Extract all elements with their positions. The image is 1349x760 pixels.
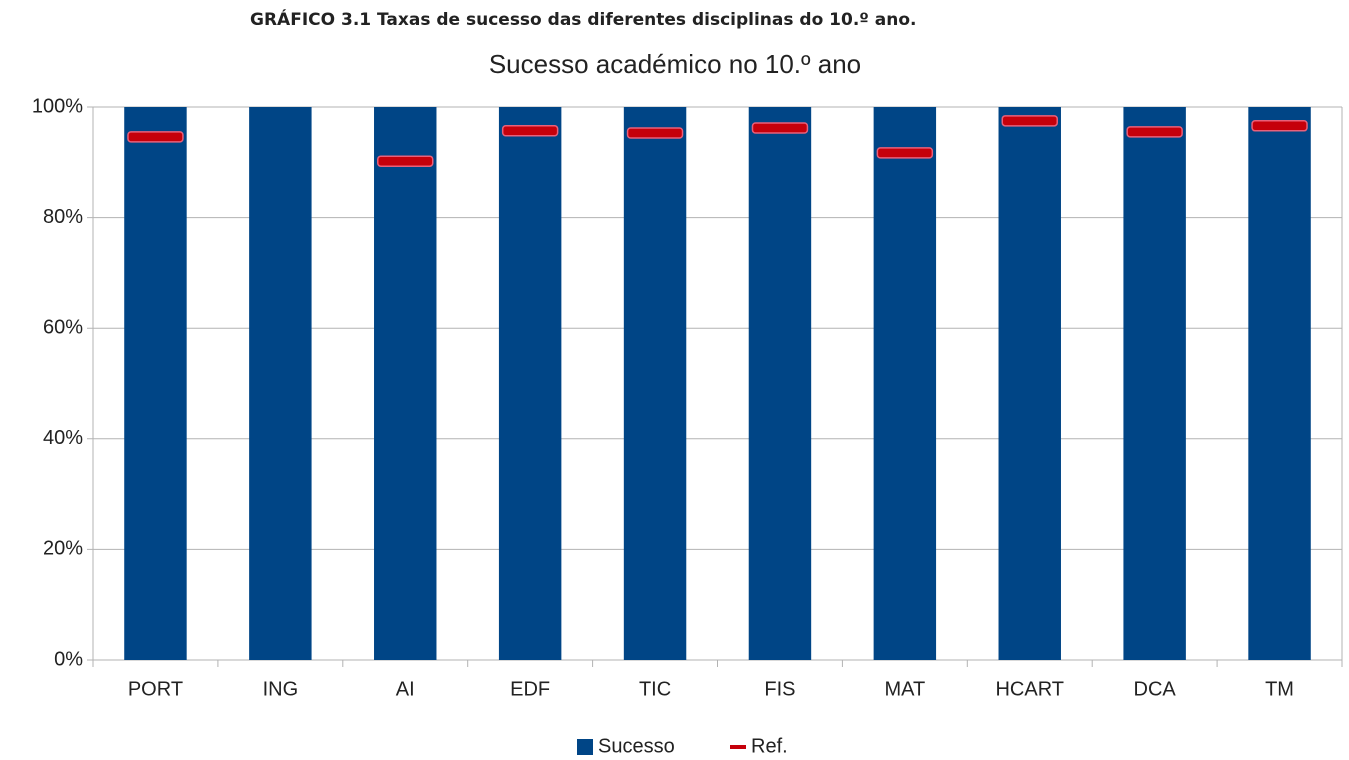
bar: [374, 107, 437, 660]
bar: [623, 107, 687, 660]
y-tick-label: 80%: [43, 206, 83, 228]
x-tick-label: ING: [263, 678, 299, 700]
x-tick-label: AI: [396, 678, 415, 700]
y-tick-label: 60%: [43, 316, 83, 338]
x-tick-label: PORT: [128, 678, 183, 700]
y-tick-label: 20%: [43, 538, 83, 560]
y-tick-label: 0%: [54, 648, 83, 670]
ref-marker: [1126, 126, 1183, 138]
ref-marker: [127, 131, 184, 143]
chart-title: Sucesso académico no 10.º ano: [489, 49, 861, 79]
bar: [1123, 107, 1186, 660]
legend-label: Sucesso: [598, 735, 675, 757]
ref-marker: [626, 127, 684, 139]
x-tick-label: DCA: [1134, 678, 1177, 700]
bar: [249, 107, 312, 660]
legend-swatch: [730, 745, 746, 749]
x-tick-label: TIC: [639, 678, 671, 700]
figure-caption: GRÁFICO 3.1 Taxas de sucesso das diferen…: [250, 8, 917, 30]
bar: [498, 107, 562, 660]
bar: [998, 107, 1061, 660]
x-tick-label: HCART: [995, 678, 1064, 700]
bar: [1248, 107, 1311, 660]
ref-marker: [377, 155, 434, 167]
ref-marker: [876, 147, 934, 159]
bar: [124, 107, 187, 660]
legend-swatch: [577, 739, 593, 755]
bar: [748, 107, 812, 660]
x-tick-label: EDF: [510, 678, 550, 700]
legend-label: Ref.: [751, 735, 788, 757]
ref-marker: [1001, 115, 1058, 127]
y-tick-label: 100%: [32, 95, 83, 117]
y-tick-label: 40%: [43, 427, 83, 449]
bar: [873, 107, 937, 660]
ref-marker: [501, 125, 559, 137]
ref-marker: [751, 122, 809, 134]
x-tick-label: FIS: [764, 678, 795, 700]
x-tick-label: TM: [1265, 678, 1294, 700]
ref-marker: [1251, 120, 1308, 132]
x-tick-label: MAT: [884, 678, 925, 700]
